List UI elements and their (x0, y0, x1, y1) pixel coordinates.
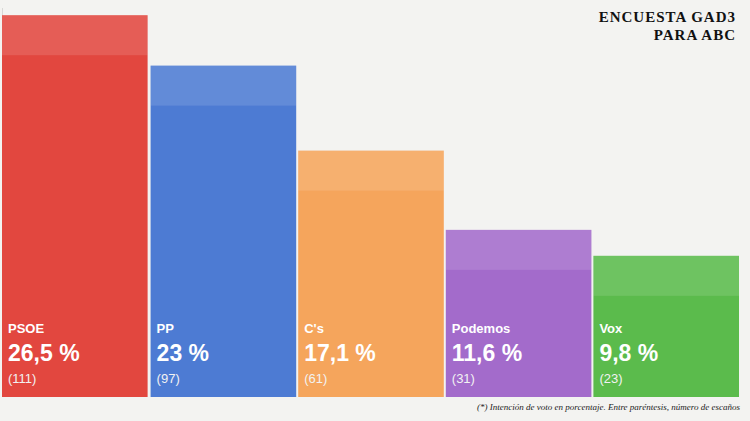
bars (2, 15, 739, 397)
labels: PSOE 26,5 % (111) PP 23 % (97) C's 17,1 % (61) Po… (8, 321, 658, 386)
party-label: Podemos (452, 321, 511, 336)
party-label: PP (157, 321, 175, 336)
bar-highlight (593, 256, 739, 296)
bar (446, 230, 592, 397)
value-label: 11,6 % (452, 340, 522, 366)
seat-label: (111) (8, 371, 36, 386)
bar (151, 66, 297, 397)
bar (2, 15, 148, 397)
bar (593, 256, 739, 397)
party-label: PSOE (8, 321, 44, 336)
bar (298, 151, 444, 397)
chart-svg: PSOE 26,5 % (111) PP 23 % (97) C's 17,1 % (61) Po… (0, 0, 750, 421)
party-label: C's (304, 321, 324, 336)
bar-highlight (298, 151, 444, 191)
bar-highlight (446, 230, 592, 270)
seat-label: (31) (452, 371, 475, 386)
bar-highlight (2, 15, 148, 55)
value-label: 23 % (157, 340, 209, 366)
party-label: Vox (599, 321, 623, 336)
chart-root: PSOE 26,5 % (111) PP 23 % (97) C's 17,1 % (61) Po… (0, 0, 750, 421)
value-label: 17,1 % (304, 340, 376, 366)
seat-label: (97) (157, 371, 180, 386)
seat-label: (61) (304, 371, 327, 386)
bar-highlight (151, 66, 297, 106)
value-label: 26,5 % (8, 340, 80, 366)
title: ENCUESTA GAD3 PARA ABC (566, 8, 736, 44)
value-label: 9,8 % (599, 340, 658, 366)
footnote: (*) Intención de voto en porcentaje. Ent… (477, 402, 740, 412)
seat-label: (23) (599, 371, 622, 386)
